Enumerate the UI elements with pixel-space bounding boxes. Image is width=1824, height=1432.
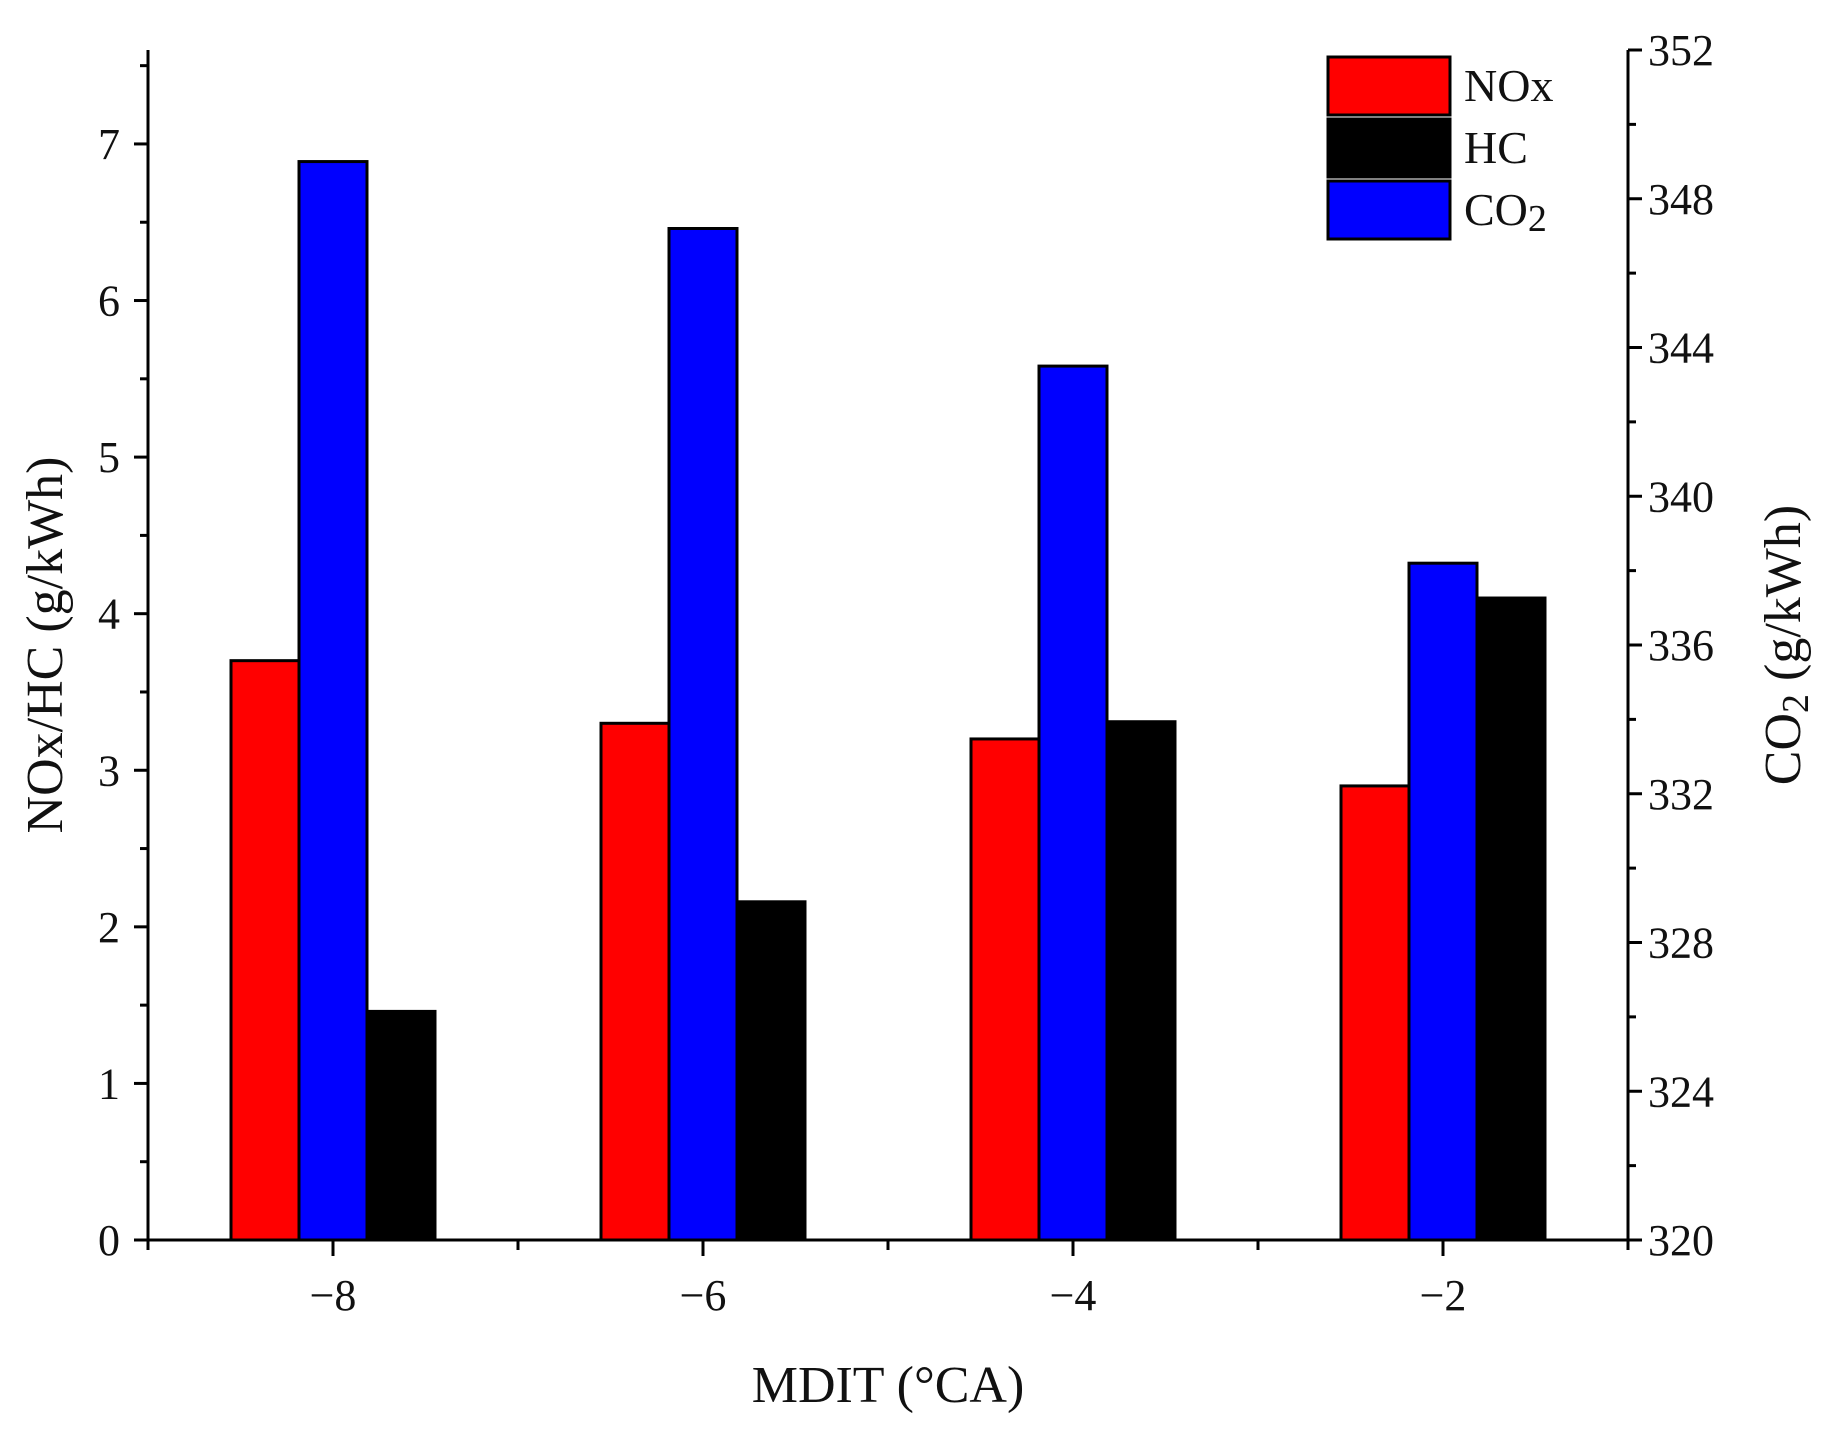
bar-hc-2 [735, 900, 807, 1242]
legend-label-co2: CO2 [1464, 184, 1547, 240]
y-right-tick-label: 336 [1648, 621, 1714, 670]
y-axis-right-label: CO2 (g/kWh) [1755, 505, 1817, 785]
bar-nox-1 [229, 659, 301, 1242]
y-right-tick-label: 332 [1648, 770, 1714, 819]
bar-hc-1 [365, 1009, 437, 1242]
y-axis-left-label: NOx/HC (g/kWh) [17, 457, 74, 834]
x-tick-label: −6 [680, 1271, 727, 1320]
y-right-tick-label: 344 [1648, 324, 1714, 373]
x-tick-label: −8 [310, 1271, 357, 1320]
bar-co2-3 [1037, 364, 1109, 1242]
labels-group: 0 1 2 3 4 5 6 7 320 324 328 332 336 340 344 348 352 −8 −6 −… [17, 26, 1817, 1414]
ticks-group [134, 48, 1642, 1256]
y-left-tick-label: 4 [98, 590, 120, 639]
bar-nox-3 [969, 737, 1041, 1242]
y-left-tick-label: 0 [98, 1216, 120, 1265]
x-tick-label: −4 [1050, 1271, 1097, 1320]
y-left-tick-label: 6 [98, 277, 120, 326]
bar-hc-4 [1475, 596, 1547, 1242]
bars-group [229, 160, 1547, 1242]
bar-hc-3 [1105, 720, 1177, 1242]
x-tick-label: −2 [1420, 1271, 1467, 1320]
legend-label-nox: NOx [1464, 60, 1553, 111]
bar-co2-1 [297, 160, 369, 1242]
y-right-tick-label: 348 [1648, 175, 1714, 224]
legend-label-hc: HC [1464, 122, 1528, 173]
y-left-tick-label: 3 [98, 746, 120, 795]
y-right-tick-label: 340 [1648, 472, 1714, 521]
y-right-tick-label: 328 [1648, 919, 1714, 968]
legend-swatch-nox [1326, 55, 1452, 117]
y-left-tick-label: 7 [98, 120, 120, 169]
bar-co2-2 [667, 227, 739, 1242]
bar-co2-4 [1407, 561, 1479, 1242]
x-axis-label: MDIT (°CA) [752, 1357, 1025, 1414]
legend-swatch-co2 [1326, 179, 1452, 241]
y-left-tick-label: 1 [98, 1059, 120, 1108]
y-right-tick-label: 320 [1648, 1216, 1714, 1265]
legend-swatch-hc [1326, 117, 1452, 179]
bar-nox-4 [1339, 784, 1411, 1242]
y-right-tick-label: 324 [1648, 1067, 1714, 1116]
bar-nox-2 [599, 721, 671, 1242]
y-left-tick-label: 5 [98, 433, 120, 482]
y-left-tick-label: 2 [98, 903, 120, 952]
legend: NOx HC CO2 [1326, 55, 1553, 241]
y-right-tick-label: 352 [1648, 26, 1714, 75]
